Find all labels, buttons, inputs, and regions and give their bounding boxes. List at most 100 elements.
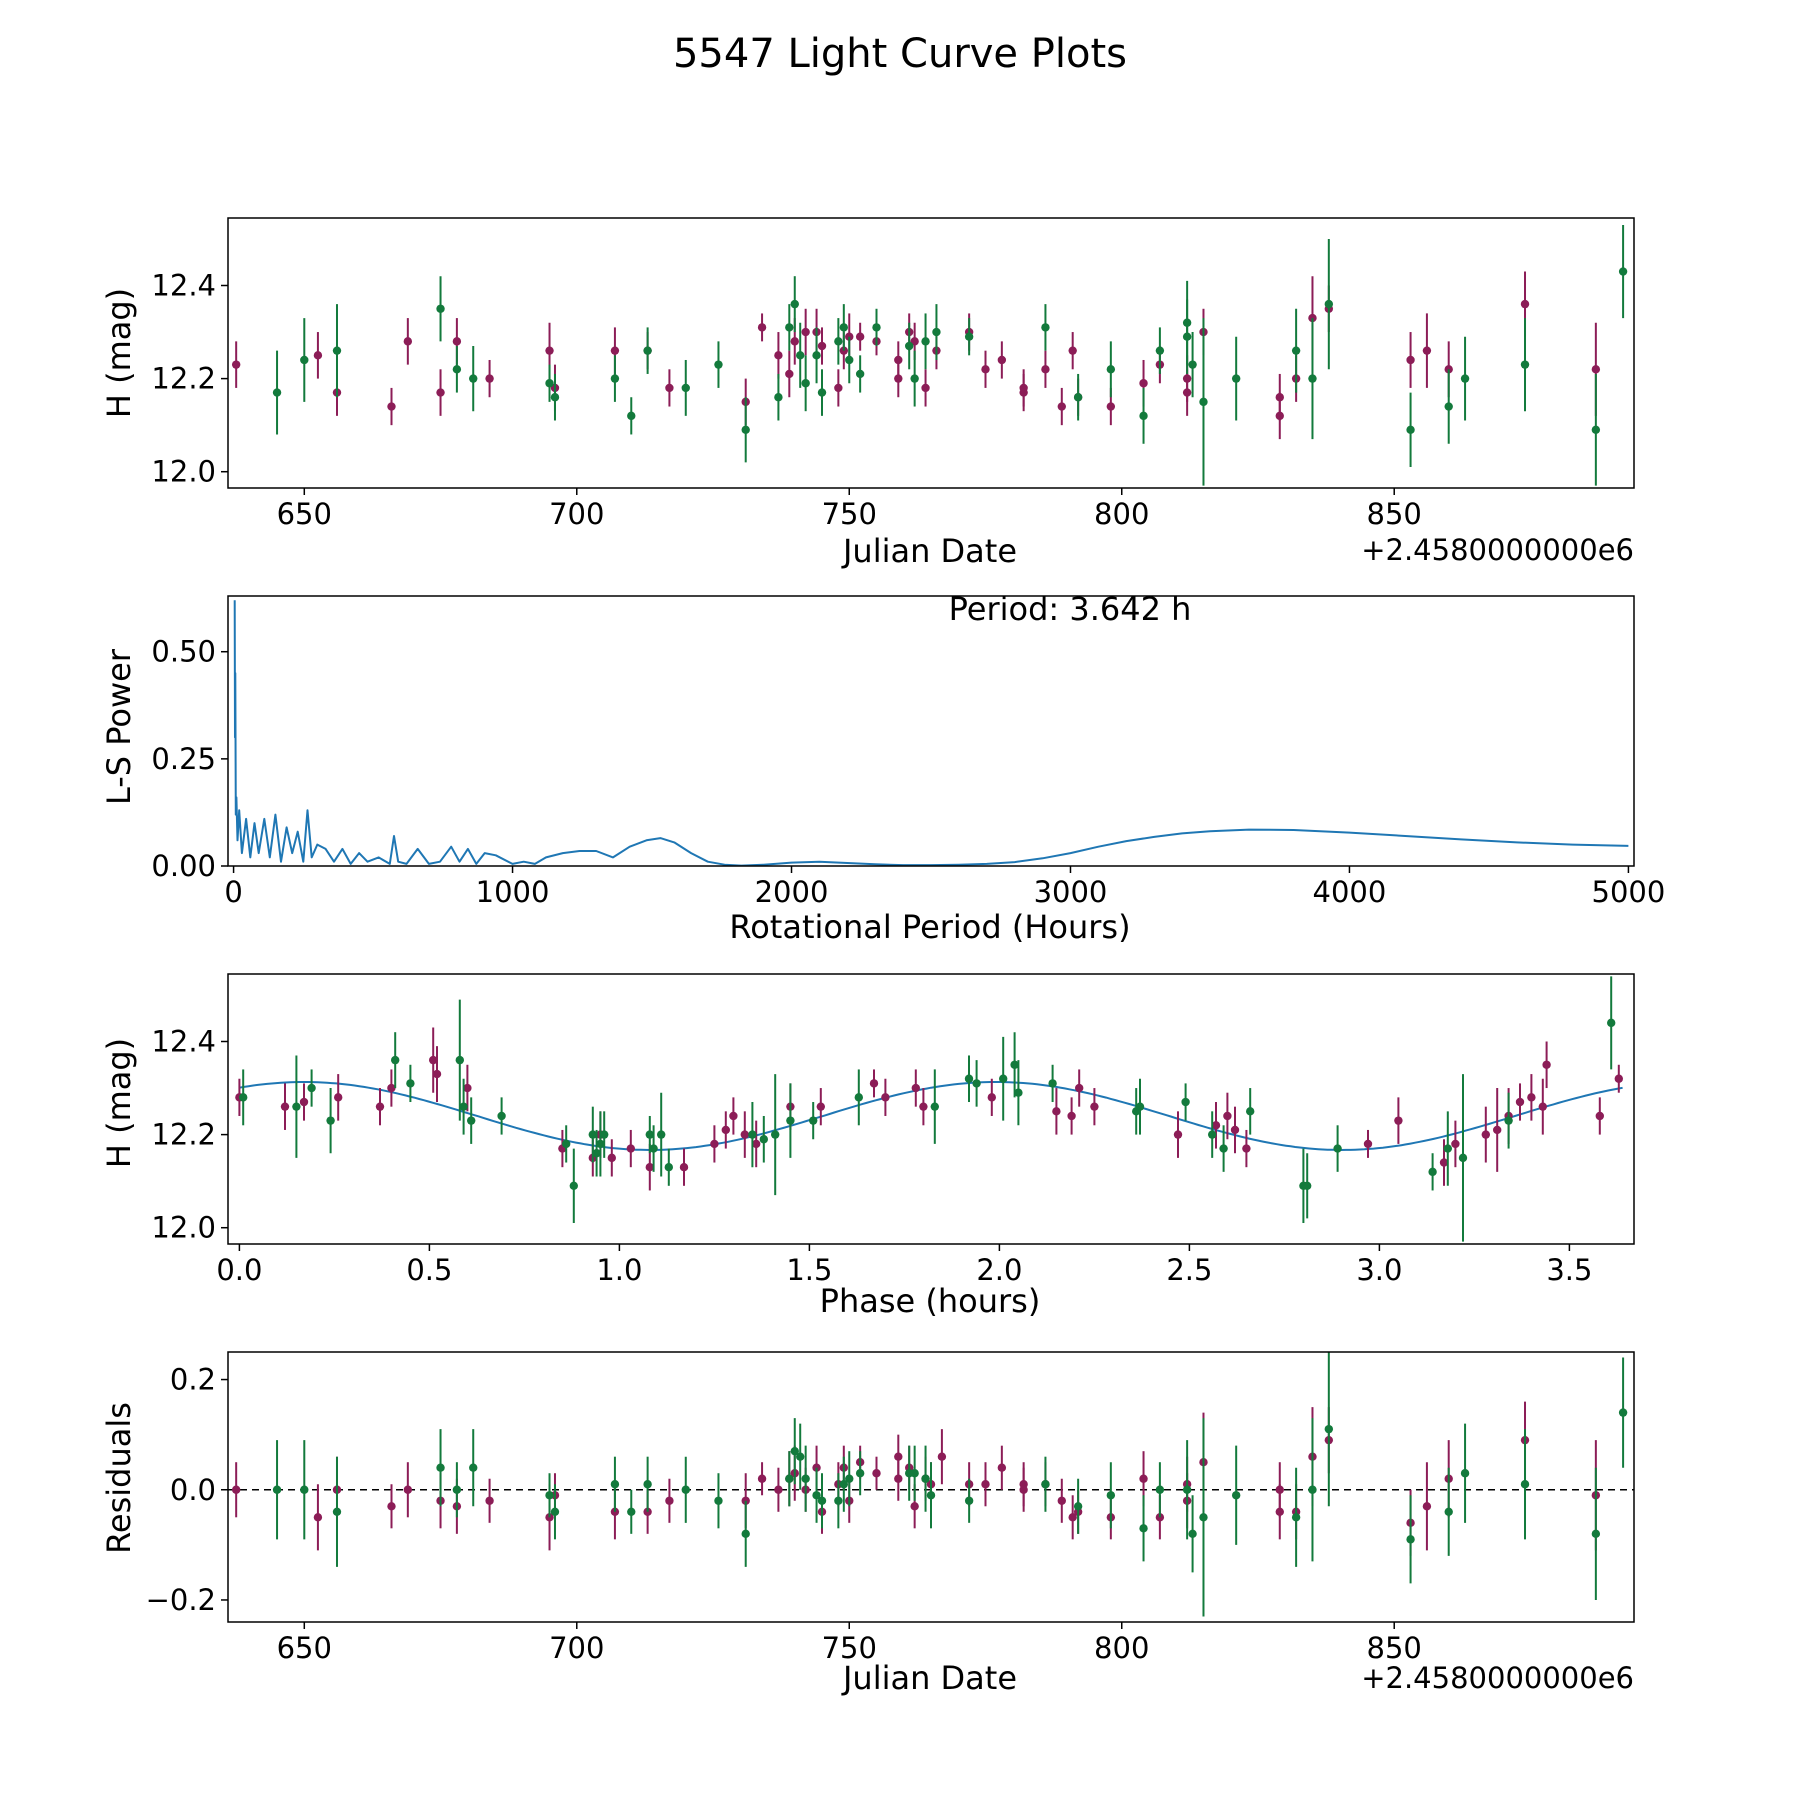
data-point	[894, 355, 903, 365]
y-tick-label: 12.4	[151, 1025, 216, 1059]
data-point	[231, 360, 241, 369]
data-point	[757, 1474, 767, 1483]
data-point	[845, 1474, 854, 1483]
data-point	[1595, 1111, 1605, 1121]
phased-axes-frame	[227, 973, 1635, 1245]
data-point	[1333, 1144, 1342, 1153]
data-point	[771, 1130, 780, 1139]
data-point	[375, 1102, 385, 1111]
data-point	[774, 1485, 783, 1494]
data-point	[919, 1102, 928, 1111]
data-point	[231, 1485, 241, 1494]
data-point	[1139, 411, 1148, 421]
y-tick-label: 0.2	[170, 1363, 216, 1397]
x-tick-label: 3.0	[1356, 1253, 1402, 1287]
data-point	[681, 1485, 690, 1494]
data-point	[1068, 346, 1077, 355]
data-point	[406, 1079, 415, 1088]
data-point	[999, 1074, 1008, 1083]
data-point	[714, 360, 723, 369]
data-point	[387, 1502, 396, 1511]
data-point	[588, 1130, 597, 1139]
figure-title: 5547 Light Curve Plots	[673, 31, 1127, 77]
data-point	[1106, 1491, 1116, 1500]
data-point	[911, 1083, 920, 1093]
phased-plot-area	[235, 976, 1624, 1242]
x-tick-label: 5000	[1592, 875, 1666, 909]
data-point	[926, 1491, 936, 1500]
data-point	[679, 1162, 689, 1172]
data-point	[1075, 1083, 1084, 1093]
phased-xlabel: Phase (hours)	[820, 1282, 1041, 1320]
x-tick-label: 2.5	[1166, 1253, 1212, 1287]
data-point	[1607, 1018, 1616, 1028]
data-point	[645, 1130, 654, 1139]
y-tick-label: 0.00	[151, 849, 216, 883]
data-point	[987, 1093, 996, 1102]
data-point	[1538, 1102, 1548, 1111]
data-point	[1199, 397, 1208, 407]
data-point	[627, 411, 636, 421]
data-point	[459, 1102, 468, 1111]
data-point	[387, 1083, 396, 1093]
data-point	[910, 337, 919, 346]
y-tick-label: 12.0	[151, 455, 216, 489]
data-point	[834, 1496, 843, 1505]
data-point	[1090, 1102, 1099, 1111]
data-point	[313, 1513, 323, 1522]
x-tick-label: 0.5	[406, 1253, 452, 1287]
data-point	[1542, 1060, 1551, 1069]
data-point	[1041, 365, 1050, 374]
data-point	[1139, 379, 1148, 388]
data-point	[1275, 411, 1284, 421]
data-point	[1406, 1535, 1415, 1544]
data-point	[403, 337, 413, 346]
data-point	[710, 1139, 719, 1149]
data-point	[1363, 1139, 1373, 1149]
data-point	[1591, 365, 1601, 374]
data-point	[785, 369, 794, 379]
x-tick-label: 650	[277, 497, 332, 531]
lightcurve-plot-area	[231, 224, 1628, 486]
data-point	[796, 351, 805, 360]
data-point	[1460, 374, 1470, 383]
data-point	[452, 1485, 462, 1494]
data-point	[1520, 299, 1530, 309]
data-point	[855, 332, 865, 341]
data-point	[740, 1130, 749, 1139]
data-point	[809, 1116, 818, 1125]
data-point	[964, 1496, 974, 1505]
residuals-xlabel: Julian Date	[841, 1659, 1017, 1697]
x-tick-label: 4000	[1313, 875, 1387, 909]
data-point	[796, 1452, 805, 1461]
data-point	[1073, 1502, 1083, 1511]
data-point	[1481, 1130, 1491, 1139]
phased-panel: Phase (hours) H (mag) 0.0 0.5 1.0 1.5 2.0 2.5…	[100, 973, 1635, 1320]
data-point	[610, 374, 620, 383]
data-point	[839, 323, 849, 332]
data-point	[467, 1116, 476, 1125]
data-point	[1451, 1139, 1460, 1149]
data-point	[894, 374, 903, 383]
data-point	[332, 1507, 342, 1516]
phased-ylabel: H (mag)	[100, 1038, 138, 1168]
data-point	[1394, 1116, 1403, 1125]
data-point	[816, 1102, 825, 1111]
periodogram-xlabel: Rotational Period (Hours)	[729, 908, 1130, 946]
data-point	[292, 1102, 301, 1111]
periodogram-line	[233, 600, 1629, 866]
data-point	[326, 1116, 335, 1125]
data-point	[721, 1125, 730, 1135]
data-point	[436, 388, 445, 397]
data-point	[1308, 1485, 1317, 1494]
y-tick-label: 12.0	[151, 1211, 216, 1245]
lightcurve-xlabel: Julian Date	[841, 532, 1017, 570]
x-tick-label: 700	[549, 1631, 604, 1665]
data-point	[455, 1055, 464, 1065]
data-point	[964, 1074, 974, 1083]
data-point	[774, 351, 783, 360]
data-point	[910, 374, 919, 383]
periodogram-ylabel: L-S Power	[100, 648, 138, 805]
